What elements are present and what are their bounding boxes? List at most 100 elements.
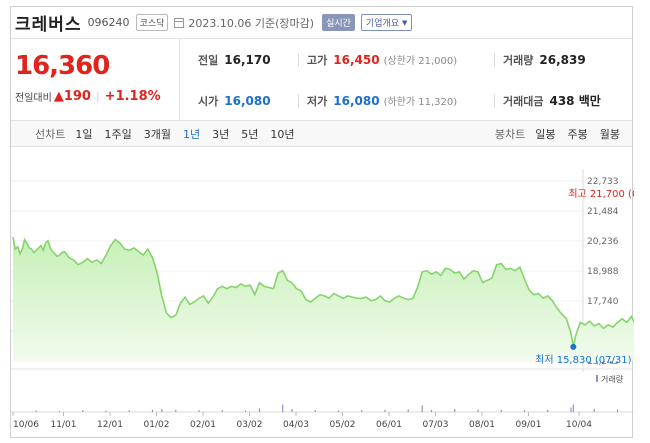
volume-bar xyxy=(421,405,423,412)
volume-bar xyxy=(221,410,223,412)
market-badge: 코스닥 xyxy=(135,14,169,31)
x-tick-label: 01/02 xyxy=(144,420,170,430)
y-tick-label: 21,484 xyxy=(587,207,619,217)
candle-daily[interactable]: 일봉 xyxy=(535,127,556,141)
stock-code: 096240 xyxy=(87,16,130,29)
period-1w[interactable]: 1주일 xyxy=(104,127,132,141)
volume-bar xyxy=(198,410,200,412)
y-tick-label: 22,733 xyxy=(587,177,619,187)
x-tick-label: 05/02 xyxy=(330,420,356,430)
x-tick-label: 09/01 xyxy=(516,420,542,430)
volume-bar xyxy=(477,409,479,412)
prev-close: 전일 16,170 xyxy=(198,39,298,80)
line-chart-label: 선차트 xyxy=(35,127,66,141)
period-1y[interactable]: 1년 xyxy=(183,127,201,141)
volume-bar xyxy=(547,409,549,412)
period-1d[interactable]: 1일 xyxy=(75,127,93,141)
x-tick-label: 02/01 xyxy=(190,420,216,430)
price-chart[interactable]: 22,73321,48420,23618,98817,74016,49115,2… xyxy=(11,147,634,439)
volume-bar xyxy=(282,404,284,412)
volume-bar xyxy=(430,409,433,412)
candle-weekly[interactable]: 주봉 xyxy=(567,127,588,141)
y-tick-label: 17,740 xyxy=(587,297,619,307)
volume-bar xyxy=(500,409,502,412)
volume-bar xyxy=(35,410,37,412)
high-value: 16,450 xyxy=(333,52,380,67)
high-label: 고가 xyxy=(307,53,328,67)
volume-legend-label: 거래량 xyxy=(601,374,624,384)
volume-bar xyxy=(361,410,363,412)
volume-legend-swatch xyxy=(596,375,598,382)
volume-bar xyxy=(314,410,316,412)
y-tick-label: 15,243 xyxy=(587,357,619,367)
period-3y[interactable]: 3년 xyxy=(212,127,230,141)
volume-bar xyxy=(244,410,247,412)
change-row: 전일대비 ▲ 190 | +1.18% xyxy=(15,89,179,104)
x-tick-label: 10/06 xyxy=(13,420,39,430)
change-percent: +1.18% xyxy=(104,89,161,104)
x-tick-label: 04/03 xyxy=(283,420,309,430)
volume-bar xyxy=(616,409,619,412)
volume-bar xyxy=(161,409,163,412)
volume-label: 거래량 xyxy=(503,53,534,67)
x-tick-label: 03/02 xyxy=(237,420,263,430)
company-info-dropdown[interactable]: 기업개요 ▼ xyxy=(360,14,413,31)
x-tick-label: 12/01 xyxy=(97,420,123,430)
quote-panel: 16,360 전일대비 ▲ 190 | +1.18% 전일 16,170 고가 … xyxy=(11,39,632,121)
volume-bar xyxy=(82,410,84,412)
live-button[interactable]: 실시간 xyxy=(322,14,355,31)
volume-bar xyxy=(58,410,61,412)
trade-amount: 거래대금 438 백만 xyxy=(494,93,632,108)
stock-name[interactable]: 크레버스 xyxy=(15,15,82,35)
current-price: 16,360 xyxy=(15,51,110,81)
amount-label: 거래대금 xyxy=(503,94,544,108)
x-tick-label: 06/01 xyxy=(376,420,402,430)
lower-limit: (하한가 11,320) xyxy=(383,97,458,108)
candle-chart-label: 봉차트 xyxy=(494,127,526,141)
divider: | xyxy=(95,90,100,103)
quote-grid: 전일 16,170 고가 16,450 (상한가 21,000) 거래량 26,… xyxy=(180,39,632,120)
calendar-icon xyxy=(174,17,185,28)
open-price: 시가 16,080 xyxy=(198,80,298,121)
prev-label: 전일 xyxy=(198,53,219,67)
volume-bar xyxy=(407,409,409,412)
high-annotation: 최고 21,700 (09/14) xyxy=(568,188,634,200)
prev-value: 16,170 xyxy=(224,52,271,67)
company-info-label: 기업개요 xyxy=(365,19,400,29)
price-area xyxy=(13,237,634,361)
change-amount: 190 xyxy=(63,89,91,104)
amount-value: 438 백만 xyxy=(549,94,601,108)
up-triangle-icon: ▲ xyxy=(53,89,64,104)
stock-widget: 크레버스 096240 코스닥 2023.10.06 기준(장마감) 실시간 기… xyxy=(10,6,634,439)
volume-bar xyxy=(454,409,456,412)
price-box: 16,360 전일대비 ▲ 190 | +1.18% xyxy=(11,39,180,120)
upper-limit: (상한가 21,000) xyxy=(383,56,458,67)
open-value: 16,080 xyxy=(224,93,271,108)
date-text: 2023.10.06 기준(장마감) xyxy=(188,16,315,30)
change-label: 전일대비 xyxy=(15,93,52,104)
period-3m[interactable]: 3개월 xyxy=(143,127,171,141)
period-5y[interactable]: 5년 xyxy=(241,127,259,141)
volume-bar xyxy=(151,409,154,412)
low-marker xyxy=(570,343,577,350)
low-price: 저가 16,080 (하한가 11,320) xyxy=(298,93,494,108)
volume-bar xyxy=(337,410,340,412)
period-10y[interactable]: 10년 xyxy=(270,127,295,141)
volume-bar xyxy=(258,408,261,412)
x-tick-label: 11/01 xyxy=(51,420,77,430)
candle-monthly[interactable]: 월봉 xyxy=(599,127,620,141)
header-bar: 크레버스 096240 코스닥 2023.10.06 기준(장마감) 실시간 기… xyxy=(11,7,632,39)
low-label: 저가 xyxy=(307,94,328,108)
open-label: 시가 xyxy=(198,94,219,108)
y-tick-label: 18,988 xyxy=(587,267,619,277)
period-bar: 선차트 1일 1주일 3개월 1년 3년 5년 10년 봉차트 일봉 주봉 월봉 xyxy=(11,121,632,147)
volume-bar xyxy=(105,410,107,412)
volume-value: 26,839 xyxy=(539,52,586,67)
low-value: 16,080 xyxy=(333,93,380,108)
volume-bar xyxy=(384,409,386,412)
x-tick-label: 07/03 xyxy=(423,420,449,430)
volume-bar xyxy=(291,409,293,412)
volume-bar xyxy=(593,409,595,412)
low-annotation: 최저 15,830 (07/31) xyxy=(535,354,631,366)
chevron-down-icon: ▼ xyxy=(402,18,408,27)
